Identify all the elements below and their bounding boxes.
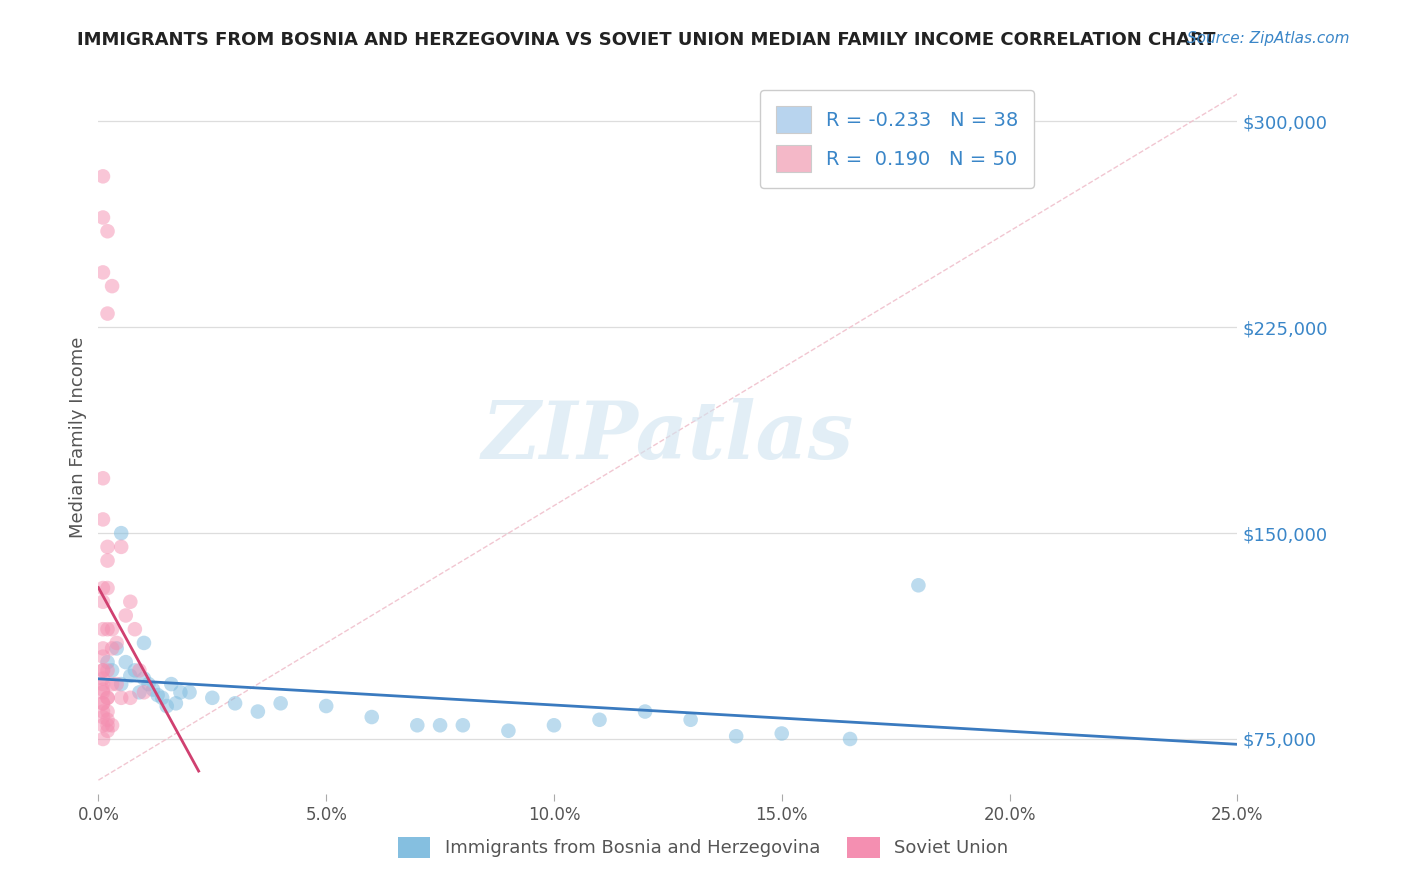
Point [91, 211, 114, 225]
Point [138, 677, 160, 691]
Point [96, 723, 118, 738]
Point [169, 685, 191, 699]
Point [96, 224, 118, 238]
Point [91, 731, 114, 746]
Point [156, 699, 179, 714]
Point [165, 696, 187, 710]
Point [770, 726, 793, 740]
Point [91, 512, 114, 526]
Point [128, 685, 150, 699]
Point [91, 471, 114, 485]
Point [91, 595, 114, 609]
Point [406, 718, 429, 732]
Point [91, 682, 114, 697]
Point [128, 664, 150, 678]
Point [120, 595, 142, 609]
Point [105, 641, 128, 656]
Point [110, 526, 132, 541]
Point [110, 677, 132, 691]
Text: ZIPatlas: ZIPatlas [482, 399, 853, 475]
Point [105, 636, 128, 650]
Point [101, 718, 124, 732]
Point [839, 731, 862, 746]
Point [124, 664, 146, 678]
Point [91, 685, 114, 699]
Point [146, 688, 169, 702]
Point [110, 690, 132, 705]
Legend: Immigrants from Bosnia and Herzegovina, Soviet Union: Immigrants from Bosnia and Herzegovina, … [391, 830, 1015, 865]
Point [201, 690, 224, 705]
Point [725, 729, 748, 743]
Point [96, 540, 118, 554]
Point [224, 696, 246, 710]
Point [101, 622, 124, 636]
Point [91, 710, 114, 724]
Point [160, 677, 183, 691]
Point [91, 641, 114, 656]
Point [120, 690, 142, 705]
Point [105, 677, 128, 691]
Point [101, 664, 124, 678]
Point [132, 672, 155, 686]
Point [101, 677, 124, 691]
Point [132, 685, 155, 699]
Point [124, 622, 146, 636]
Point [634, 705, 657, 719]
Point [270, 696, 292, 710]
Point [91, 696, 114, 710]
Point [96, 690, 118, 705]
Legend: R = -0.233   N = 38, R =  0.190   N = 50: R = -0.233 N = 38, R = 0.190 N = 50 [761, 90, 1033, 188]
Point [91, 672, 114, 686]
Point [907, 578, 929, 592]
Point [96, 307, 118, 321]
Point [179, 685, 201, 699]
Point [96, 553, 118, 567]
Point [91, 622, 114, 636]
Point [246, 705, 269, 719]
Text: IMMIGRANTS FROM BOSNIA AND HERZEGOVINA VS SOVIET UNION MEDIAN FAMILY INCOME CORR: IMMIGRANTS FROM BOSNIA AND HERZEGOVINA V… [77, 31, 1216, 49]
Point [120, 669, 142, 683]
Point [91, 664, 114, 678]
Point [91, 705, 114, 719]
Point [150, 690, 173, 705]
Point [96, 581, 118, 595]
Point [132, 636, 155, 650]
Point [360, 710, 382, 724]
Point [114, 608, 136, 623]
Point [91, 677, 114, 691]
Point [96, 655, 118, 669]
Point [91, 718, 114, 732]
Point [110, 540, 132, 554]
Point [96, 713, 118, 727]
Point [114, 655, 136, 669]
Point [142, 682, 165, 697]
Point [498, 723, 520, 738]
Point [91, 664, 114, 678]
Point [91, 169, 114, 184]
Point [91, 649, 114, 664]
Point [429, 718, 451, 732]
Point [543, 718, 565, 732]
Point [91, 581, 114, 595]
Point [96, 622, 118, 636]
Point [679, 713, 702, 727]
Point [96, 718, 118, 732]
Point [588, 713, 610, 727]
Point [451, 718, 474, 732]
Point [101, 641, 124, 656]
Point [96, 690, 118, 705]
Text: Source: ZipAtlas.com: Source: ZipAtlas.com [1187, 31, 1350, 46]
Point [91, 696, 114, 710]
Point [101, 279, 124, 293]
Point [91, 265, 114, 279]
Point [96, 705, 118, 719]
Y-axis label: Median Family Income: Median Family Income [69, 336, 87, 538]
Point [315, 699, 337, 714]
Point [96, 664, 118, 678]
